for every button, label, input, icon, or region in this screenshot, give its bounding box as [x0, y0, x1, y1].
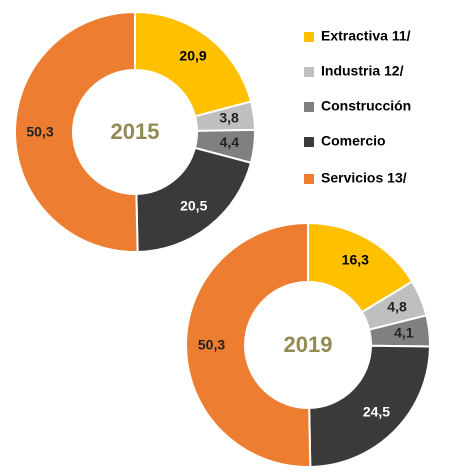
center-label: 2015 — [111, 119, 160, 144]
value-label: 3,8 — [219, 110, 239, 126]
value-label: 24,5 — [363, 404, 390, 420]
value-label: 20,9 — [179, 47, 206, 63]
donut-slice — [308, 344, 432, 468]
center-label: 2019 — [284, 332, 333, 357]
value-label: 4,1 — [394, 325, 414, 341]
legend-swatch — [304, 137, 314, 147]
legend-label: Servicios 13/ — [321, 170, 407, 186]
donut-slice — [14, 10, 139, 253]
value-label: 50,3 — [26, 124, 53, 140]
legend-swatch — [304, 67, 314, 77]
value-label: 20,5 — [180, 197, 207, 213]
value-label: 16,3 — [342, 252, 369, 268]
donut-slice — [184, 221, 312, 468]
value-label: 4,4 — [220, 134, 240, 150]
legend-label: Construcción — [321, 98, 411, 114]
legend-label: Extractiva 11/ — [321, 28, 411, 44]
legend-label: Industria 12/ — [321, 63, 404, 79]
value-label: 50,3 — [198, 337, 225, 353]
legend-swatch — [304, 102, 314, 112]
legend-label: Comercio — [321, 133, 386, 149]
legend-swatch — [304, 32, 314, 42]
donut-slice — [134, 10, 253, 118]
value-label: 4,8 — [387, 298, 407, 314]
legend-swatch — [304, 174, 314, 184]
